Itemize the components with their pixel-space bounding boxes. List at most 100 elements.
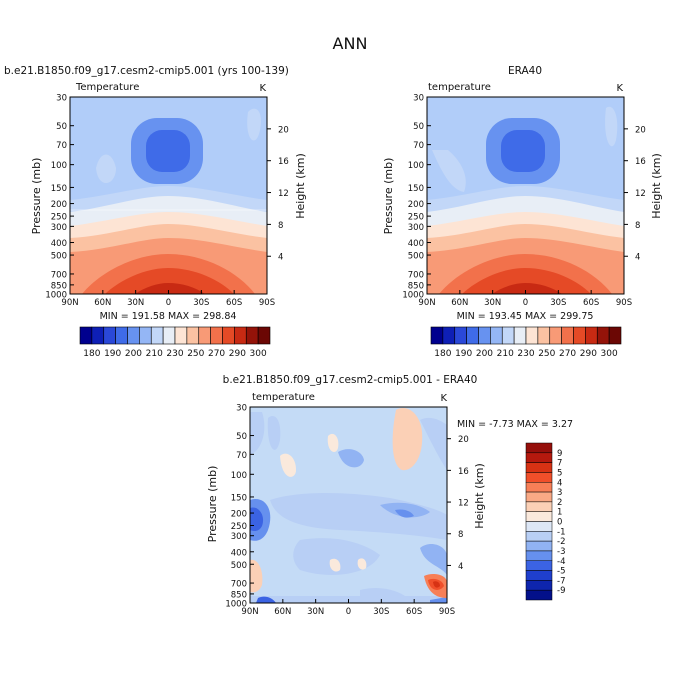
colorbar-swatch bbox=[127, 326, 140, 345]
latitude-tick-label: 90S bbox=[259, 298, 275, 308]
colorbar-swatch bbox=[501, 326, 515, 345]
panel-diff-ylabel: Pressure (mb) bbox=[206, 466, 219, 543]
pressure-tick-label: 850 bbox=[408, 281, 424, 291]
pressure-tick-label: 250 bbox=[51, 213, 67, 223]
pressure-tick-label: 1000 bbox=[225, 600, 247, 610]
latitude-tick-label: 60S bbox=[583, 298, 599, 308]
panel-model-ylabel: Pressure (mb) bbox=[30, 158, 43, 235]
colorbar-swatch bbox=[186, 326, 200, 345]
latitude-tick-label: 30S bbox=[550, 298, 566, 308]
colorbar-swatch bbox=[596, 326, 610, 345]
pressure-tick-label: 700 bbox=[231, 580, 247, 590]
height-tick-label: 8 bbox=[278, 221, 283, 231]
height-tick-label: 8 bbox=[635, 221, 640, 231]
pressure-tick-label: 150 bbox=[231, 493, 247, 503]
colorbar-label: 4 bbox=[557, 478, 562, 488]
colorbar-label: 230 bbox=[517, 349, 534, 359]
colorbar-label: -9 bbox=[557, 586, 565, 596]
height-tick-label: 12 bbox=[278, 189, 289, 199]
pressure-tick-label: 50 bbox=[56, 122, 67, 132]
colorbar-swatch bbox=[79, 326, 93, 345]
pressure-tick-label: 400 bbox=[408, 239, 424, 249]
height-tick-label: 16 bbox=[278, 157, 289, 167]
panel-obs-field bbox=[427, 97, 624, 294]
pressure-tick-label: 50 bbox=[236, 432, 247, 442]
pressure-tick-label: 700 bbox=[51, 270, 67, 280]
panel-obs-right-label: Height (km) bbox=[650, 153, 663, 219]
colorbar-label: 3 bbox=[557, 488, 562, 498]
colorbar-swatch bbox=[103, 326, 116, 345]
colorbar-swatch bbox=[525, 521, 553, 532]
colorbar-swatch bbox=[525, 442, 553, 454]
latitude-tick-label: 60S bbox=[406, 607, 422, 617]
colorbar-swatch bbox=[525, 540, 553, 552]
pressure-tick-label: 850 bbox=[51, 281, 67, 291]
colorbar-swatch bbox=[210, 326, 223, 345]
colorbar-swatch bbox=[537, 326, 551, 345]
colorbar-swatch bbox=[608, 326, 622, 345]
colorbar-label: -3 bbox=[557, 547, 565, 557]
height-tick-label: 20 bbox=[278, 125, 289, 135]
colorbar-label: 200 bbox=[125, 349, 142, 359]
colorbar-label: 300 bbox=[250, 349, 267, 359]
panel-diff-right-label: Height (km) bbox=[473, 463, 486, 529]
panel-model-stats: MIN = 191.58 MAX = 298.84 bbox=[100, 311, 237, 322]
colorbar-swatch bbox=[454, 326, 467, 345]
colorbar-label: 200 bbox=[476, 349, 493, 359]
colorbar-label: 250 bbox=[187, 349, 204, 359]
panel-obs: ERA40 temperature K Pressure (mb) Height… bbox=[382, 65, 663, 359]
panel-model-units: K bbox=[259, 83, 266, 94]
colorbar-swatch bbox=[585, 326, 598, 345]
panel-model: b.e21.B1850.f09_g17.cesm2-cmip5.001 (yrs… bbox=[4, 65, 307, 359]
colorbar-label: -4 bbox=[557, 557, 565, 567]
colorbar-swatch bbox=[525, 589, 553, 601]
colorbar-swatch bbox=[525, 560, 553, 571]
latitude-tick-label: 0 bbox=[346, 607, 351, 617]
colorbar-label: 300 bbox=[601, 349, 618, 359]
colorbar-label: 180 bbox=[83, 349, 100, 359]
height-tick-label: 8 bbox=[458, 530, 463, 540]
latitude-tick-label: 0 bbox=[523, 298, 528, 308]
panel-model-right-label: Height (km) bbox=[294, 153, 307, 219]
pressure-tick-label: 30 bbox=[56, 94, 67, 104]
colorbar-swatch bbox=[478, 326, 491, 345]
colorbar-swatch bbox=[245, 326, 259, 345]
colorbar-label: 7 bbox=[557, 459, 562, 469]
panel-obs-units: K bbox=[616, 83, 623, 94]
colorbar-label: 2 bbox=[557, 498, 562, 508]
colorbar-label: -1 bbox=[557, 527, 565, 537]
pressure-tick-label: 200 bbox=[51, 200, 67, 210]
colorbar-swatch bbox=[91, 326, 105, 345]
latitude-tick-label: 60S bbox=[226, 298, 242, 308]
colorbar-label: 1 bbox=[557, 508, 562, 518]
pressure-tick-label: 1000 bbox=[45, 291, 67, 301]
colorbar-swatch bbox=[525, 482, 553, 493]
pressure-tick-label: 100 bbox=[51, 161, 67, 171]
colorbar-label: 270 bbox=[559, 349, 576, 359]
colorbar-label: 230 bbox=[166, 349, 183, 359]
panel-model-subtitle: b.e21.B1850.f09_g17.cesm2-cmip5.001 (yrs… bbox=[4, 65, 289, 77]
height-tick-label: 4 bbox=[635, 253, 640, 263]
pressure-tick-label: 70 bbox=[236, 451, 247, 461]
colorbar-swatch bbox=[198, 326, 211, 345]
panel-diff: b.e21.B1850.f09_g17.cesm2-cmip5.001 - ER… bbox=[206, 374, 573, 617]
pressure-tick-label: 100 bbox=[408, 161, 424, 171]
latitude-tick-label: 90N bbox=[241, 607, 258, 617]
colorbar-swatch bbox=[150, 326, 164, 345]
latitude-tick-label: 60N bbox=[451, 298, 468, 308]
pressure-tick-label: 100 bbox=[231, 471, 247, 481]
colorbar-label: 190 bbox=[104, 349, 121, 359]
latitude-tick-label: 90S bbox=[439, 607, 455, 617]
latitude-tick-label: 30S bbox=[193, 298, 209, 308]
pressure-tick-label: 300 bbox=[231, 532, 247, 542]
height-tick-label: 16 bbox=[458, 467, 469, 477]
pressure-tick-label: 500 bbox=[408, 252, 424, 262]
panel-model-variable: Temperature bbox=[75, 82, 139, 93]
pressure-tick-label: 200 bbox=[408, 200, 424, 210]
latitude-tick-label: 60N bbox=[94, 298, 111, 308]
colorbar-swatch bbox=[549, 326, 562, 345]
colorbar-label: 5 bbox=[557, 468, 562, 478]
latitude-tick-label: 60N bbox=[274, 607, 291, 617]
panel-model-field bbox=[70, 97, 267, 294]
